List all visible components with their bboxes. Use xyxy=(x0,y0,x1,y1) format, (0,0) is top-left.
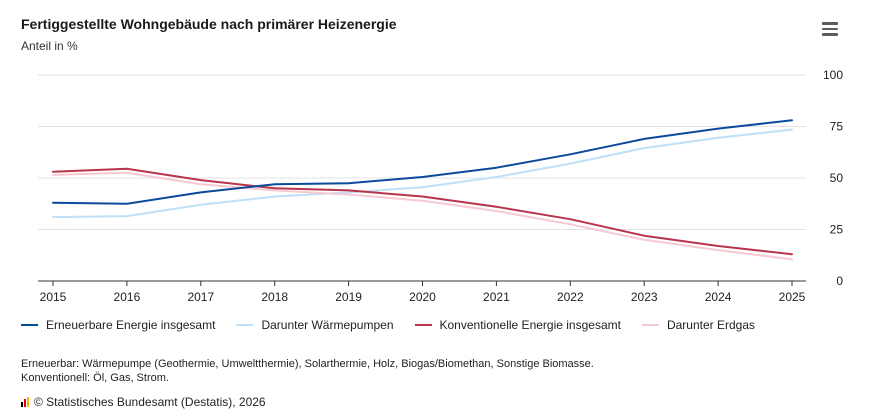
series-line-0 xyxy=(52,119,793,205)
legend-item[interactable]: Konventionelle Energie insgesamt xyxy=(414,318,621,332)
legend-label: Erneuerbare Energie insgesamt xyxy=(46,318,216,332)
x-tick-label: 2021 xyxy=(483,290,510,304)
legend-item[interactable]: Darunter Wärmepumpen xyxy=(236,318,394,332)
legend-label: Darunter Erdgas xyxy=(666,318,755,332)
chart-legend: Erneuerbare Energie insgesamt Darunter Wä… xyxy=(21,318,776,332)
line-chart: 0 25 50 75 100 2015 2016 2017 2018 2019 2020 2021 20… xyxy=(38,68,844,304)
y-tick-label: 100 xyxy=(823,68,843,82)
y-tick-label: 50 xyxy=(830,171,844,185)
x-tick-label: 2018 xyxy=(261,290,288,304)
x-tick-label: 2023 xyxy=(631,290,658,304)
x-tick-label: 2022 xyxy=(557,290,584,304)
legend-swatch xyxy=(414,323,432,327)
source-text: © Statistisches Bundesamt (Destatis), 20… xyxy=(34,395,266,409)
y-tick-label: 75 xyxy=(830,120,844,134)
legend-swatch xyxy=(641,323,659,327)
x-tick-label: 2020 xyxy=(409,290,436,304)
y-tick-label: 25 xyxy=(830,223,844,237)
x-tick-label: 2017 xyxy=(187,290,214,304)
x-tick-label: 2025 xyxy=(779,290,806,304)
source-footer: © Statistisches Bundesamt (Destatis), 20… xyxy=(21,395,266,409)
x-tick-label: 2016 xyxy=(114,290,141,304)
legend-item[interactable]: Erneuerbare Energie insgesamt xyxy=(21,318,215,332)
legend-swatch xyxy=(21,323,38,327)
note-renewable: Erneuerbar: Wärmepumpe (Geothermie, Umwe… xyxy=(21,358,594,370)
series-line-1 xyxy=(52,128,793,219)
note-conventional: Konventionell: Öl, Gas, Strom. xyxy=(21,372,169,384)
x-tick-label: 2015 xyxy=(40,290,67,304)
legend-swatch xyxy=(236,323,254,327)
destatis-logo-icon xyxy=(21,397,30,407)
x-tick-label: 2019 xyxy=(335,290,362,304)
legend-item[interactable]: Darunter Erdgas xyxy=(641,318,755,332)
legend-label: Darunter Wärmepumpen xyxy=(261,318,394,332)
x-tick-label: 2024 xyxy=(705,290,732,304)
chart-subtitle: Anteil in % xyxy=(21,39,78,53)
y-tick-label: 0 xyxy=(836,274,843,288)
hamburger-menu-icon[interactable] xyxy=(822,22,838,36)
chart-title: Fertiggestellte Wohngebäude nach primäre… xyxy=(21,16,397,32)
series-line-3 xyxy=(52,171,793,261)
series-line-2 xyxy=(52,167,793,256)
legend-label: Konventionelle Energie insgesamt xyxy=(439,318,621,332)
